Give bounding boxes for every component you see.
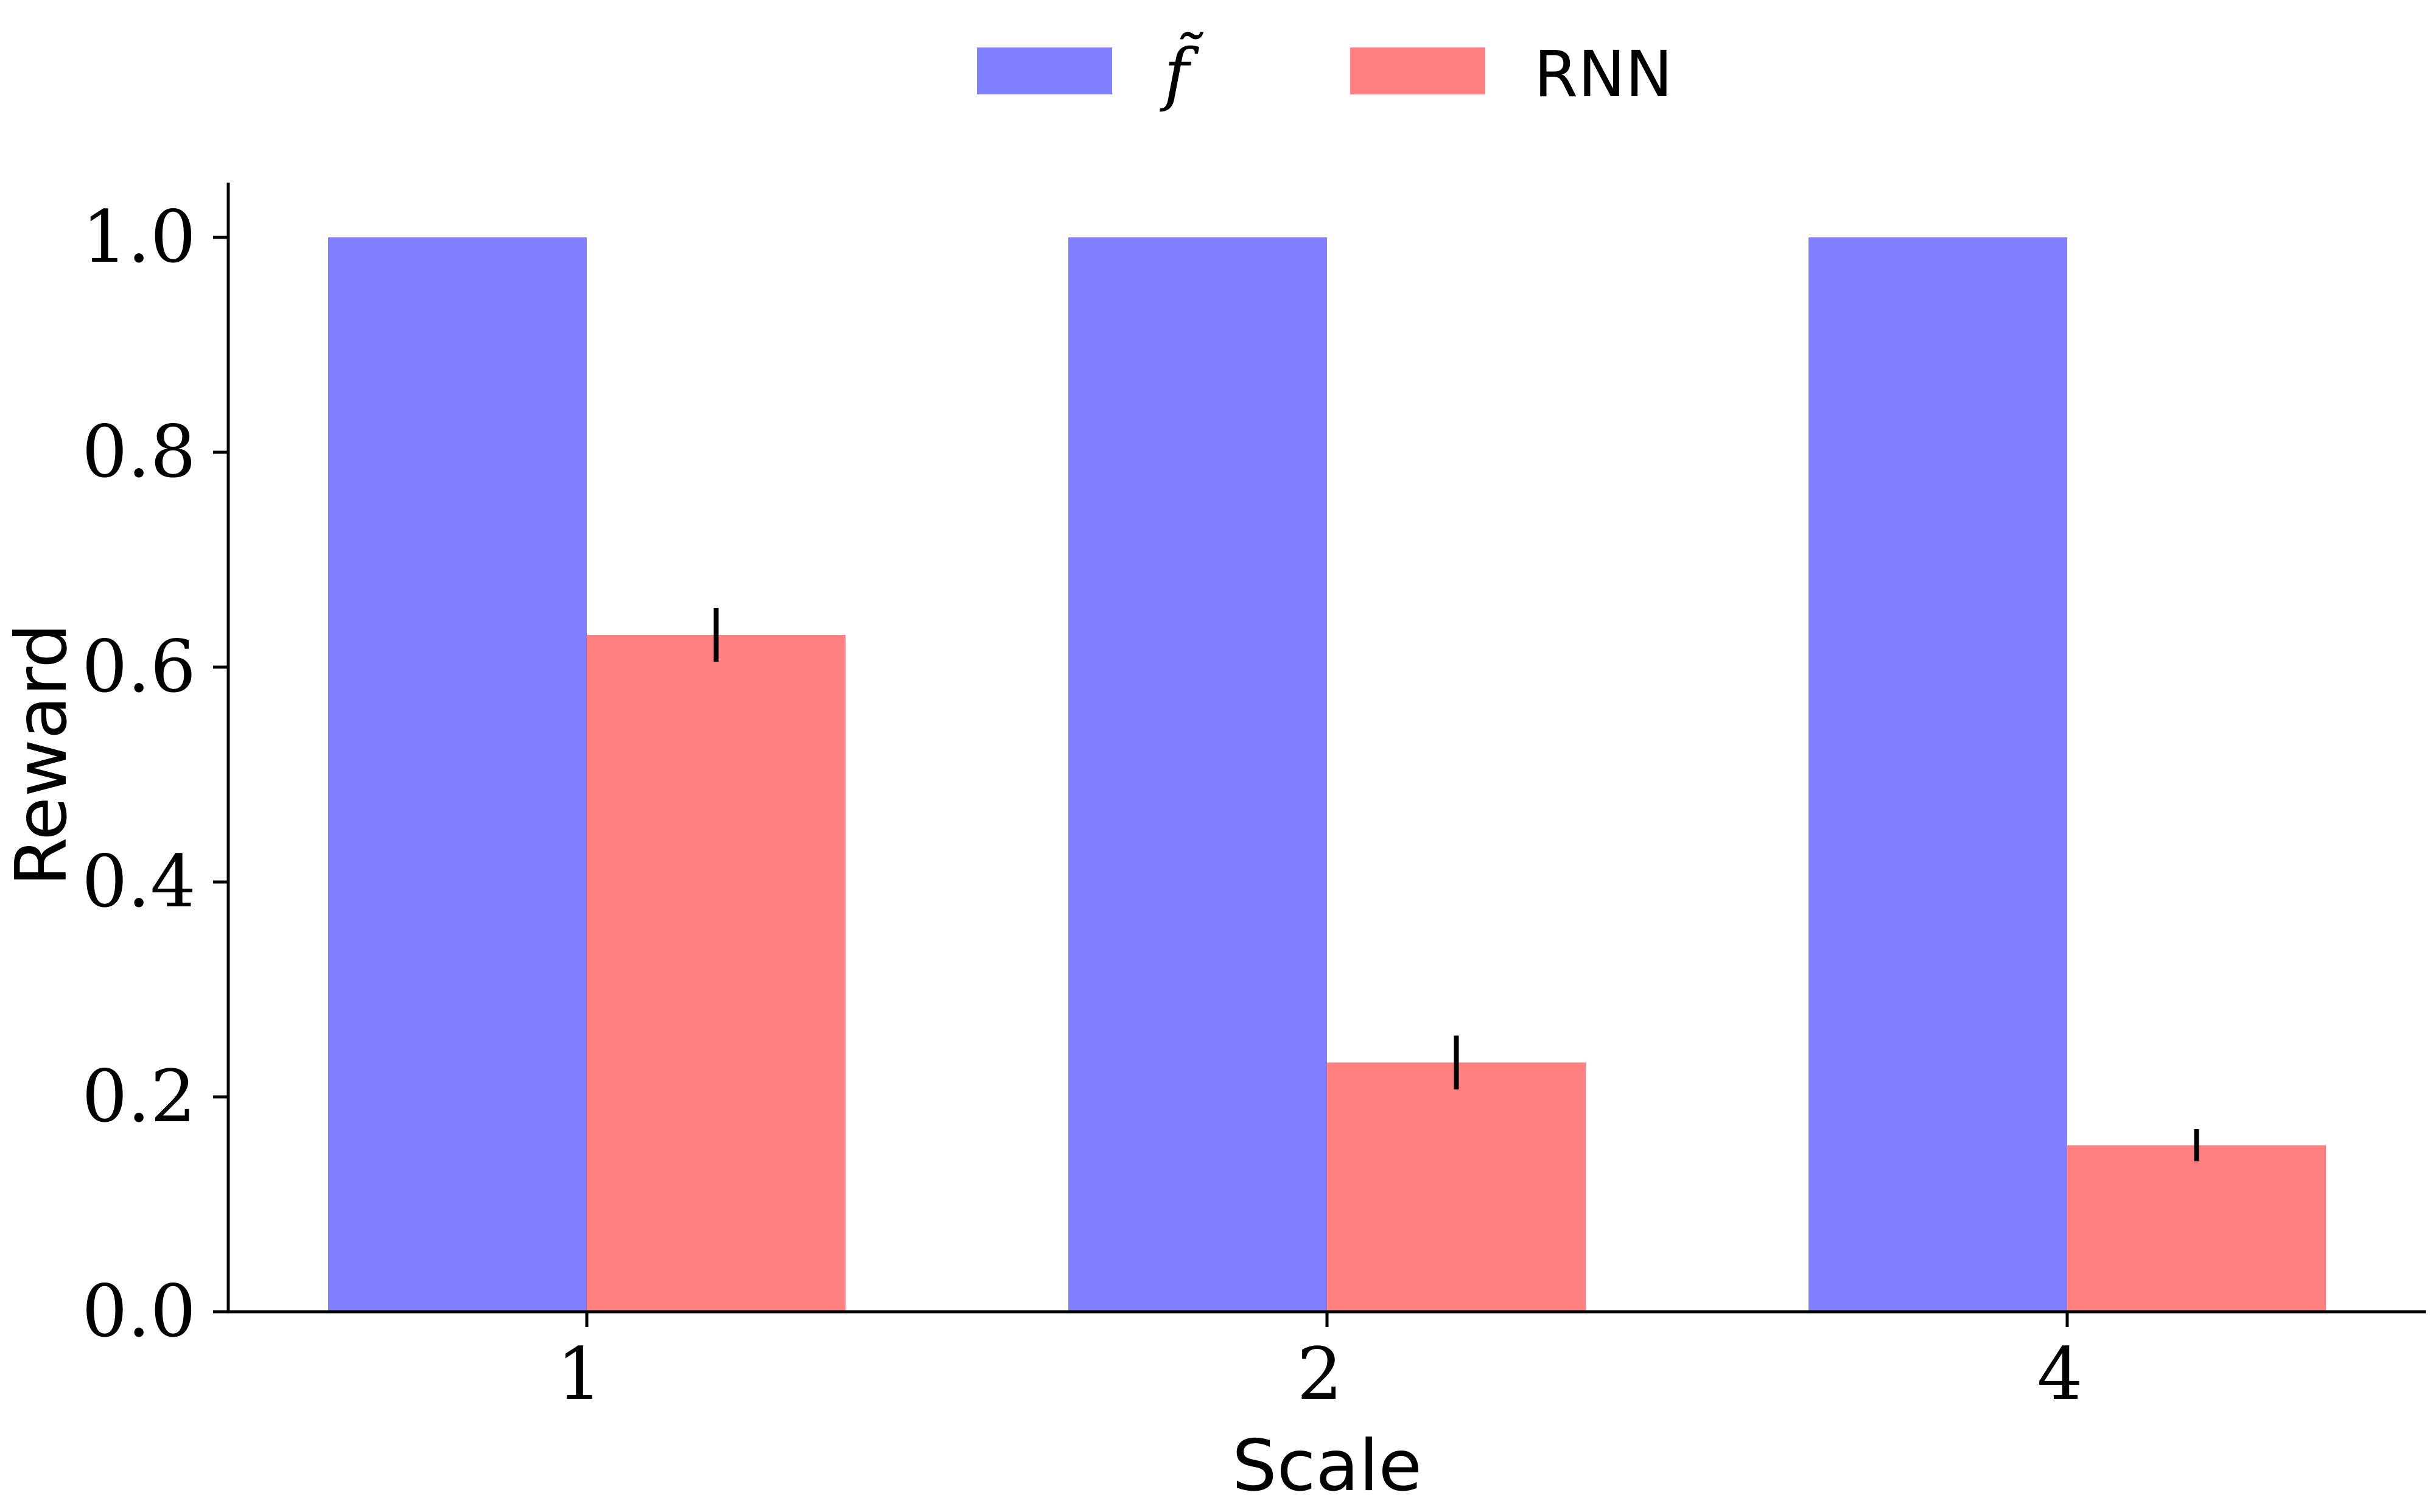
legend-swatch-rnn [1350, 47, 1485, 94]
bars-group [328, 237, 2326, 1312]
y-tick-label: 1.0 [82, 195, 196, 279]
y-axis-label: Reward [1, 623, 83, 886]
bar-rnn-scale-1 [587, 635, 846, 1312]
error-bars-group [713, 607, 2199, 1161]
x-axis-label: Scale [1232, 1425, 1422, 1507]
x-tick-label: 2 [1297, 1332, 1342, 1416]
bar-rnn-scale-2 [1327, 1062, 1586, 1312]
y-tick-label: 0.6 [82, 625, 196, 709]
y-tick-label: 0.8 [82, 410, 196, 494]
bar-f-tilde-scale-2 [1068, 237, 1327, 1312]
x-ticks: 1 2 4 [556, 1312, 2083, 1416]
y-tick-label: 0.2 [82, 1054, 196, 1138]
y-tick-label: 0.0 [82, 1269, 196, 1353]
y-ticks: 0.0 0.2 0.4 0.6 0.8 1.0 [82, 195, 228, 1353]
legend-label-rnn: RNN [1534, 37, 1673, 111]
legend-swatch-f-tilde [977, 47, 1112, 94]
bar-f-tilde-scale-4 [1808, 237, 2067, 1312]
x-tick-label: 1 [556, 1332, 602, 1416]
legend: f̃ RNN [977, 32, 1673, 114]
legend-label-f-tilde: f̃ [1160, 32, 1204, 114]
x-tick-label: 4 [2037, 1332, 2082, 1416]
y-tick-label: 0.4 [82, 839, 196, 923]
bar-f-tilde-scale-1 [328, 237, 587, 1312]
bar-rnn-scale-4 [2067, 1145, 2326, 1312]
